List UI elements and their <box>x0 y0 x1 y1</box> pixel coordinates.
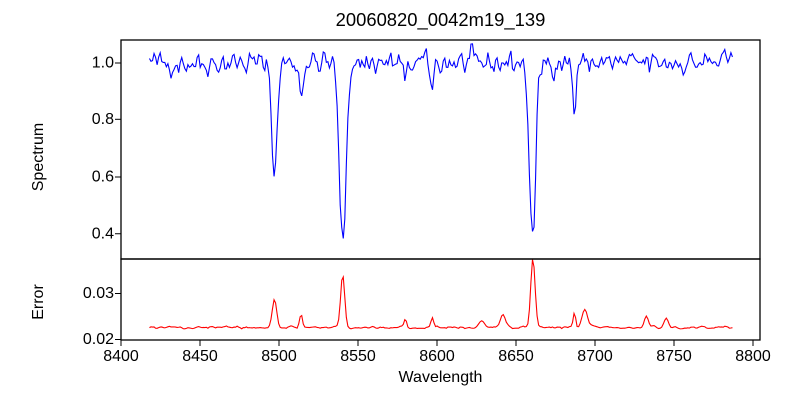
svg-text:Spectrum: Spectrum <box>30 123 47 191</box>
svg-text:1.0: 1.0 <box>92 55 114 72</box>
svg-text:8500: 8500 <box>261 348 297 365</box>
svg-text:8650: 8650 <box>498 348 534 365</box>
svg-text:8800: 8800 <box>735 348 771 365</box>
svg-text:8450: 8450 <box>182 348 218 365</box>
svg-text:8600: 8600 <box>419 348 455 365</box>
svg-text:0.03: 0.03 <box>83 285 114 302</box>
svg-text:0.8: 0.8 <box>92 111 114 128</box>
svg-text:0.4: 0.4 <box>92 225 114 242</box>
svg-text:8400: 8400 <box>103 348 139 365</box>
svg-text:8750: 8750 <box>656 348 692 365</box>
svg-text:Error: Error <box>30 284 47 320</box>
svg-text:20060820_0042m19_139: 20060820_0042m19_139 <box>336 9 546 31</box>
svg-text:8700: 8700 <box>577 348 613 365</box>
svg-text:Wavelength: Wavelength <box>399 369 483 386</box>
svg-text:0.6: 0.6 <box>92 169 114 186</box>
svg-text:0.02: 0.02 <box>83 331 114 348</box>
svg-text:8550: 8550 <box>340 348 376 365</box>
